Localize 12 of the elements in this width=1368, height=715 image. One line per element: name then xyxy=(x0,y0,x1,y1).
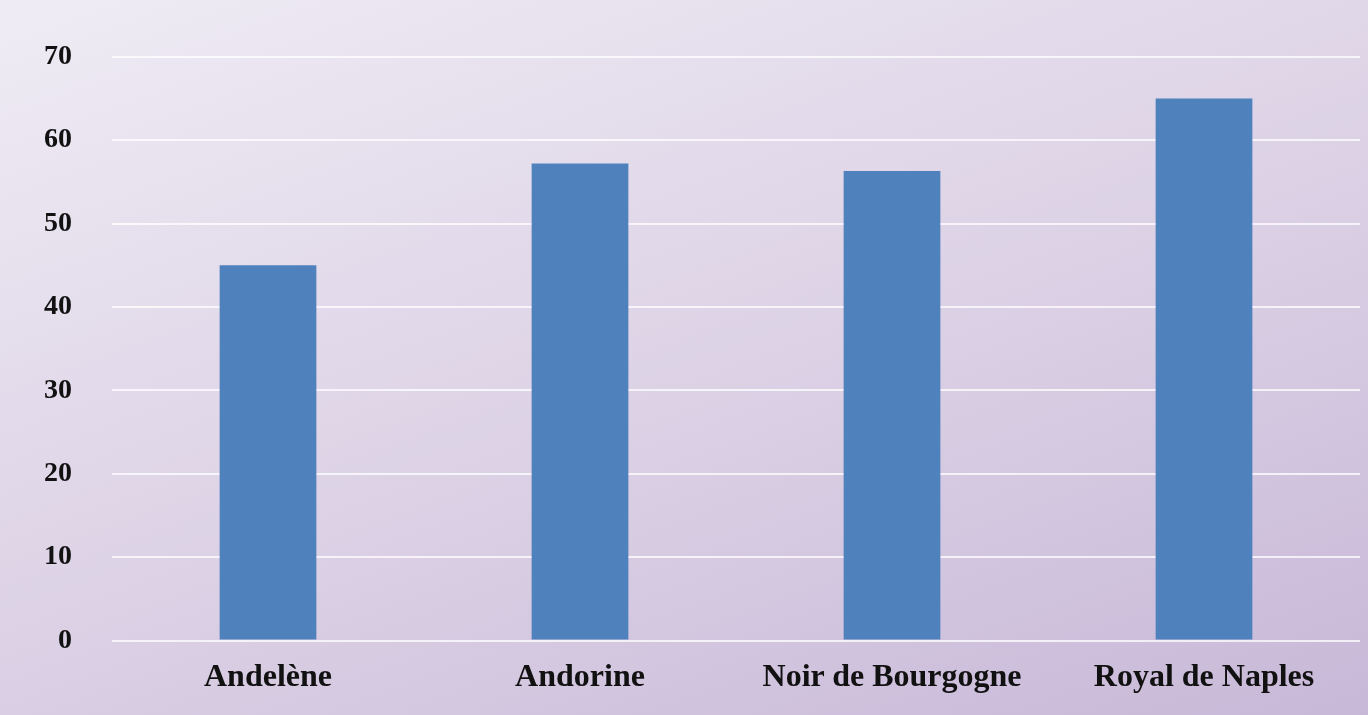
x-tick-label: Royal de Naples xyxy=(1093,657,1315,694)
y-tick-label: 0 xyxy=(58,622,72,654)
y-tick-label: 50 xyxy=(44,205,72,237)
x-tick-label: Andelène xyxy=(204,657,332,694)
y-tick-label: 70 xyxy=(44,39,72,71)
y-tick-label: 20 xyxy=(44,456,72,488)
y-tick-label: 10 xyxy=(44,539,72,571)
y-tick-label: 40 xyxy=(44,289,72,321)
x-tick-label: Noir de Bourgogne xyxy=(762,657,1022,694)
y-tick-label: 30 xyxy=(44,372,72,404)
x-tick-label: Andorine xyxy=(515,657,645,694)
y-tick-label: 60 xyxy=(44,122,72,154)
